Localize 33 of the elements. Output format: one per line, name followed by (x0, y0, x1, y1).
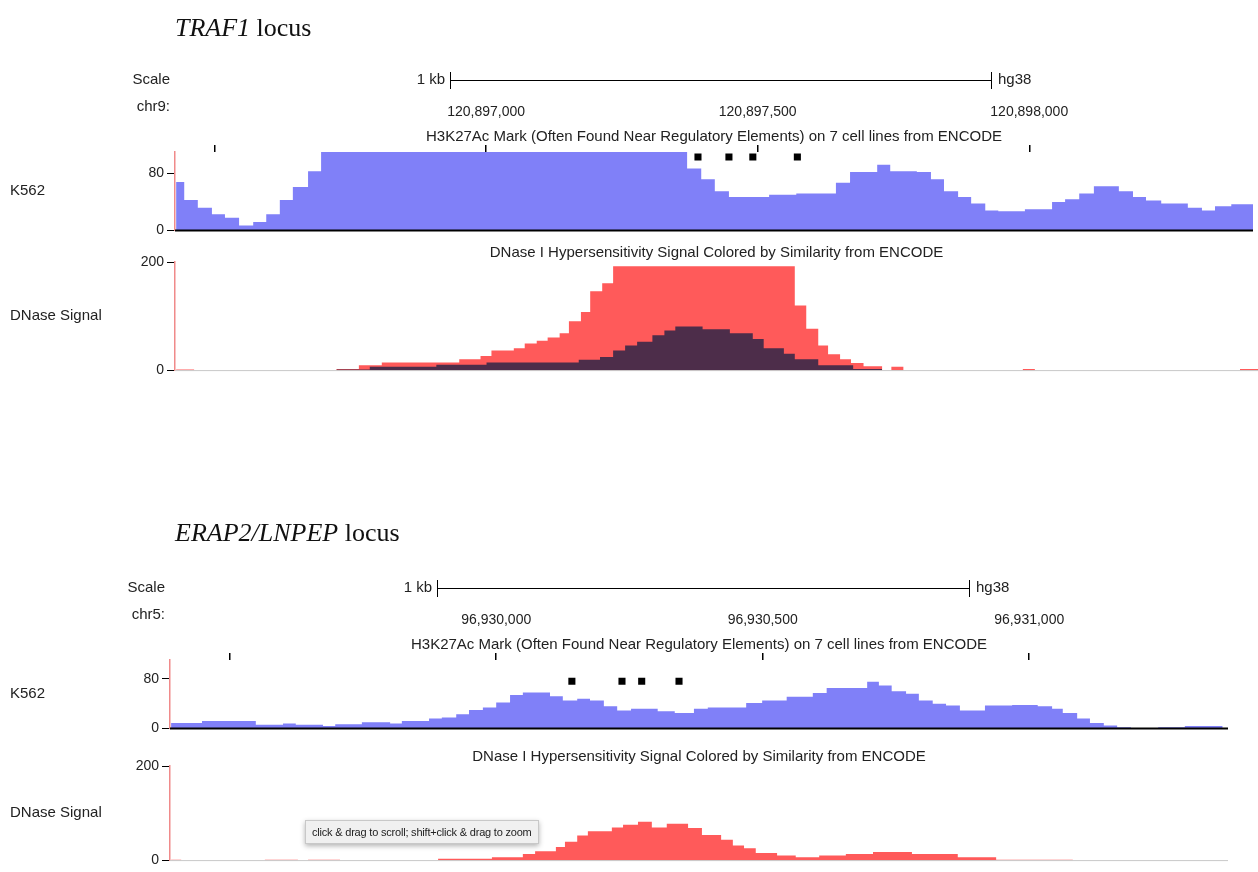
chart-subtitle: H3K27Ac Mark (Often Found Near Regulatory Elements) on 7 cell lines from ENCODE (425, 126, 1003, 144)
x-tick-label: 120,897,500 (718, 103, 797, 120)
y-tick-label: 0 (151, 851, 160, 868)
chart-subtitle: H3K27Ac Mark (Often Found Near Regulatory Elements) on 7 cell lines from ENCODE (410, 634, 988, 652)
y-tick-label: 0 (156, 221, 165, 238)
y-tick-label: 80 (148, 164, 165, 181)
text: Scale (132, 70, 170, 88)
x-axis-title: chr9: (136, 97, 170, 115)
annotation: click & drag to scroll; shift+click & drag to zoom (305, 820, 539, 844)
text: Scale (127, 578, 165, 596)
chart-title: TRAF1 locus (175, 13, 312, 43)
y-tick-label: 200 (135, 756, 160, 773)
chart-title: ERAP2/LNPEP locus (175, 518, 400, 548)
x-tick-label: 120,898,000 (990, 103, 1069, 120)
y-axis-title: K562 (10, 684, 46, 702)
text: 1 kb (403, 578, 432, 596)
x-tick-label: 96,930,000 (461, 611, 532, 628)
y-axis-title: DNase Signal (10, 803, 102, 821)
y-axis-title: DNase Signal (10, 306, 102, 324)
x-tick-label: 96,931,000 (994, 611, 1065, 628)
chart-title: DNase I Hypersensitivity Signal Colored by Similarity from ENCODE (472, 746, 926, 764)
text: hg38 (998, 70, 1032, 88)
text: 1 kb (416, 70, 445, 88)
x-axis-title: chr5: (131, 605, 165, 623)
y-tick-label: 0 (156, 361, 165, 378)
chart-title: DNase I Hypersensitivity Signal Colored by Similarity from ENCODE (489, 242, 944, 260)
x-tick-label: 120,897,000 (447, 103, 526, 120)
y-tick-label: 80 (143, 669, 160, 686)
x-tick-label: 96,930,500 (727, 611, 798, 628)
y-tick-label: 200 (140, 252, 165, 269)
text: hg38 (976, 578, 1010, 596)
y-axis-title: K562 (10, 181, 46, 199)
y-tick-label: 0 (151, 719, 160, 736)
